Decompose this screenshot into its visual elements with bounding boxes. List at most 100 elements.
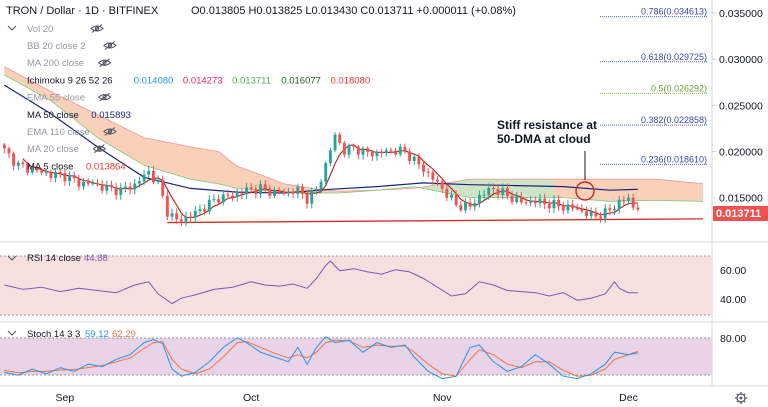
price-tick-label: 0.025000	[719, 100, 763, 112]
indicator-label[interactable]: MA 5 close	[27, 161, 73, 172]
candle-body	[510, 196, 514, 203]
symbol-title[interactable]: TRON / Dollar · 1D · BITFINEX	[6, 5, 159, 17]
candle-body	[580, 208, 584, 212]
indicator-label[interactable]: MA 20 close	[27, 144, 79, 155]
candle-body	[440, 181, 444, 189]
candle-body	[287, 191, 290, 193]
candle-body	[617, 199, 621, 210]
price-tick-label: 0.015000	[719, 193, 763, 205]
indicator-label[interactable]: BB 20 close 2	[27, 41, 86, 52]
candle-body	[263, 184, 267, 189]
candle-body	[114, 187, 118, 196]
candle-body	[403, 146, 407, 152]
candle-body	[175, 213, 179, 220]
stoch-collapse-arrow-icon[interactable]	[7, 330, 17, 336]
hidden-eye-icon[interactable]	[103, 127, 117, 136]
rsi-tick-60: 60.00	[720, 265, 746, 277]
candle-body	[119, 187, 123, 196]
candle-body	[68, 175, 71, 182]
candle-body	[16, 162, 20, 166]
candle-body	[394, 150, 398, 155]
candle-body	[342, 142, 346, 155]
candle-body	[203, 209, 207, 212]
candle-body	[482, 194, 486, 196]
legend-collapse-arrow-icon[interactable]	[7, 25, 17, 31]
rsi-collapse-arrow-icon[interactable]	[7, 255, 17, 261]
candle-body	[366, 148, 370, 152]
eye-pupil	[102, 60, 107, 65]
settings-gear-icon[interactable]	[735, 392, 747, 404]
indicator-label[interactable]: MA 200 close	[27, 58, 84, 69]
indicator-value: 0.016077	[281, 75, 321, 86]
candle-body	[123, 186, 127, 188]
indicator-label[interactable]: EMA 55 close	[27, 93, 85, 104]
stoch-k-value: 59.12	[85, 329, 109, 340]
fibonacci-levels: 0.786(0.034613) 0.618(0.029725) 0.5(0.0262…	[600, 7, 708, 165]
candle-body	[599, 216, 602, 219]
candle-body	[450, 194, 453, 198]
rsi-pane[interactable]: RSI 14 close 44.88 60.00 40.00	[0, 253, 746, 316]
stoch-tick-80: 80.00	[720, 333, 746, 345]
candle-body	[12, 153, 16, 166]
indicator-value: 0.013864	[86, 161, 126, 172]
candle-body	[184, 216, 188, 222]
candle-body	[501, 188, 505, 195]
volume-label[interactable]: Vol 20	[27, 24, 53, 35]
candle-body	[44, 172, 48, 174]
rsi-tick-40: 40.00	[720, 294, 746, 306]
candle-body	[282, 192, 286, 194]
candlesticks	[2, 132, 640, 227]
candle-body	[254, 188, 258, 195]
candle-body	[408, 151, 412, 161]
candle-body	[426, 171, 430, 173]
candle-body	[217, 199, 221, 203]
resistance-circle	[575, 181, 595, 201]
candle-body	[137, 181, 141, 184]
candle-body	[235, 193, 239, 198]
hidden-eye-icon[interactable]	[97, 58, 112, 68]
candle-body	[575, 208, 579, 210]
main-pane[interactable]: 0.786(0.034613) 0.618(0.029725) 0.5(0.0262…	[0, 0, 712, 241]
price-tick-label: 0.030000	[719, 54, 763, 66]
candle-body	[464, 202, 467, 211]
candle-body	[384, 150, 388, 154]
candle-body	[468, 202, 472, 207]
candle-body	[515, 196, 519, 203]
candle-body	[543, 198, 547, 205]
candle-body	[226, 194, 230, 196]
hidden-eye-icon[interactable]	[92, 144, 107, 154]
candle-body	[477, 194, 481, 203]
stoch-pane[interactable]: Stoch 14 3 3 59.12 62.29 80.00	[0, 329, 746, 380]
candle-body	[2, 144, 6, 149]
candle-body	[356, 146, 360, 155]
candle-body	[552, 199, 556, 209]
time-tick-label: Nov	[433, 392, 452, 404]
candle-body	[142, 174, 146, 182]
candle-body	[170, 213, 174, 217]
candle-body	[627, 197, 630, 202]
candle-body	[561, 206, 565, 211]
volume-eye-icon[interactable]	[90, 24, 104, 33]
candle-body	[529, 201, 533, 203]
indicator-label[interactable]: Ichimoku 9 26 52 26	[27, 75, 113, 86]
candle-body	[496, 189, 500, 195]
indicator-label[interactable]: EMA 110 close	[27, 127, 90, 138]
eye-pupil	[102, 94, 107, 100]
indicator-label[interactable]: MA 50 close	[27, 110, 79, 121]
time-axis[interactable]: SepOctNovDec2020	[56, 392, 768, 404]
candle-body	[179, 219, 183, 222]
stoch-d-value: 62.29	[112, 329, 136, 340]
hidden-eye-icon[interactable]	[103, 41, 117, 50]
eye-pupil	[107, 43, 113, 48]
candle-body	[519, 196, 523, 203]
ohlc-readout: O0.013805 H0.013825 L0.013430 C0.013711 …	[191, 5, 516, 17]
candle-body	[491, 188, 495, 190]
hidden-eye-icon[interactable]	[97, 92, 112, 102]
candle-body	[259, 184, 262, 195]
candle-body	[417, 156, 421, 165]
candle-body	[571, 204, 575, 209]
candle-body	[352, 145, 356, 147]
candle-body	[524, 202, 528, 204]
price-axis[interactable]: 0.035000 0.030000 0.025000 0.020000 0.015000…	[711, 0, 768, 386]
